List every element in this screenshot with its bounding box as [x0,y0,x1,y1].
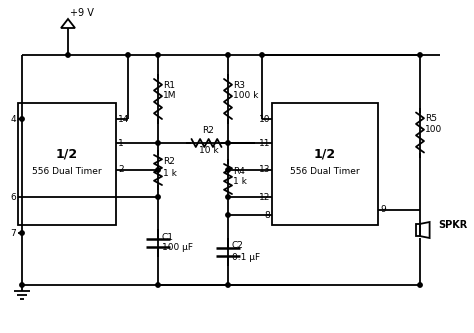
Text: 9: 9 [380,205,386,214]
Circle shape [418,53,422,57]
Text: R3: R3 [233,81,245,90]
Text: 1 k: 1 k [233,177,247,186]
Circle shape [226,168,230,172]
Text: R5: R5 [425,114,437,123]
Circle shape [20,283,24,287]
Text: 556 Dual Timer: 556 Dual Timer [32,167,102,176]
Text: 100 k: 100 k [233,92,258,101]
Text: 14: 14 [118,115,129,124]
Text: 12: 12 [259,192,270,201]
Circle shape [156,168,160,172]
Text: R4: R4 [233,166,245,175]
Circle shape [156,283,160,287]
Circle shape [226,195,230,199]
Text: C1: C1 [162,232,174,241]
Circle shape [226,283,230,287]
Text: 556 Dual Timer: 556 Dual Timer [290,167,360,176]
Text: R2: R2 [163,158,175,166]
Text: 4: 4 [10,115,16,124]
Text: 1 k: 1 k [163,168,177,177]
Circle shape [226,213,230,217]
Text: 10 k: 10 k [199,146,219,155]
Text: 2: 2 [118,166,124,174]
Text: 100 μF: 100 μF [162,243,193,252]
Text: 8: 8 [264,210,270,219]
Text: C2: C2 [232,241,244,250]
Text: 100: 100 [425,125,442,134]
Circle shape [156,141,160,145]
Text: R2: R2 [202,126,214,135]
Circle shape [66,53,70,57]
Circle shape [418,283,422,287]
Text: +9 V: +9 V [70,8,94,18]
Circle shape [20,231,24,235]
Text: 0.1 μF: 0.1 μF [232,252,260,261]
Circle shape [226,53,230,57]
Text: 13: 13 [258,166,270,174]
Circle shape [226,141,230,145]
Text: R1: R1 [163,81,175,90]
Circle shape [156,53,160,57]
Text: 10: 10 [258,115,270,124]
Text: 1/2: 1/2 [314,148,336,161]
Text: 1: 1 [118,139,124,148]
Bar [272,103,378,225]
Text: 7: 7 [10,228,16,237]
Circle shape [20,117,24,121]
Bar [18,103,116,225]
Circle shape [260,53,264,57]
Circle shape [126,53,130,57]
Text: 1/2: 1/2 [56,148,78,161]
Text: 11: 11 [258,139,270,148]
Text: 1M: 1M [163,92,176,101]
Circle shape [156,195,160,199]
Text: SPKR: SPKR [438,220,467,230]
Text: 6: 6 [10,192,16,201]
